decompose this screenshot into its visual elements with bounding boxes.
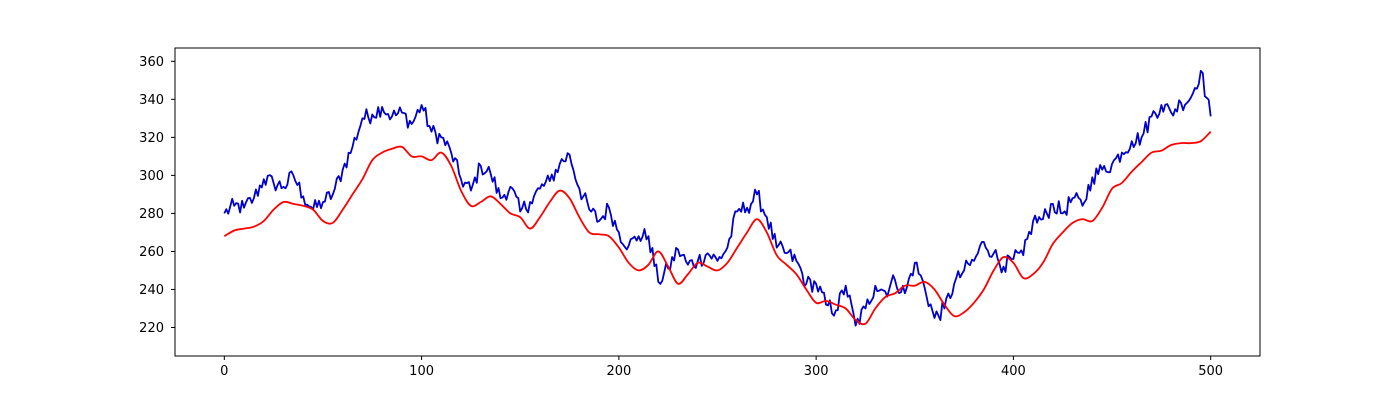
y-tick-label: 300 bbox=[139, 169, 164, 184]
x-tick-label: 300 bbox=[804, 364, 829, 379]
x-tick-label: 100 bbox=[409, 364, 434, 379]
series-line-2 bbox=[223, 131, 1212, 326]
y-tick-label: 260 bbox=[139, 245, 164, 260]
series-lines bbox=[223, 69, 1212, 327]
y-tick-label: 320 bbox=[139, 131, 164, 146]
axis-ticks: 0 100 200 300 400 500 220 240 260 280 300 320 340 360 bbox=[139, 55, 1223, 379]
y-tick-label: 220 bbox=[139, 321, 164, 336]
y-tick-label: 240 bbox=[139, 283, 164, 298]
y-tick-label: 340 bbox=[139, 93, 164, 108]
plot-frame bbox=[174, 47, 1261, 357]
y-tick-label: 280 bbox=[139, 207, 164, 222]
x-tick-label: 400 bbox=[1001, 364, 1026, 379]
series-line-1 bbox=[223, 69, 1212, 327]
x-tick-label: 500 bbox=[1198, 364, 1223, 379]
x-tick-label: 0 bbox=[220, 364, 228, 379]
y-tick-label: 360 bbox=[139, 55, 164, 70]
x-tick-label: 200 bbox=[606, 364, 631, 379]
